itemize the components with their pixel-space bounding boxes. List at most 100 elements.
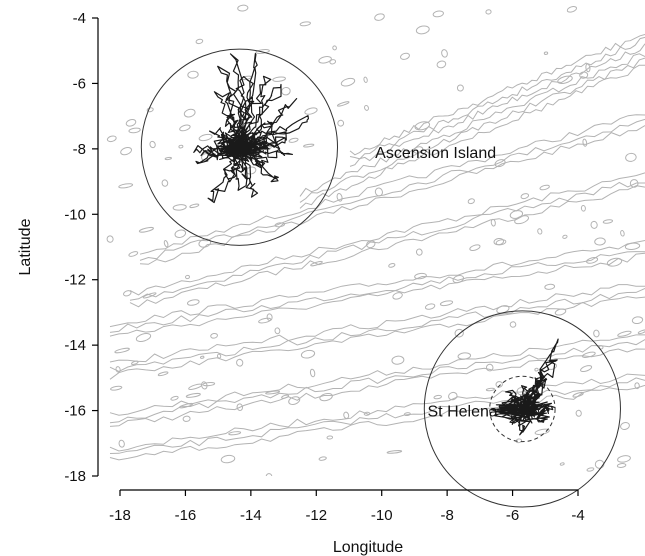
contour-blob [557,75,573,85]
contour-line [299,64,645,209]
contour-blob [391,355,405,365]
range-circle [140,48,339,246]
contour-blob [187,70,199,79]
contour-blob [220,454,236,464]
contour-line [139,118,645,261]
contour-blob [575,409,582,417]
contour-blob [637,329,645,335]
contour-blob [520,193,530,200]
track-path [238,53,258,148]
contour-blob [554,308,567,316]
contour-blob [310,260,323,267]
contour-blob [198,238,212,248]
contour-blob [448,391,458,401]
track-core [213,131,270,160]
contour-blob [454,328,464,338]
contour-blob [581,351,596,358]
contour-blob [274,327,281,335]
contour-line [109,251,645,333]
contour-blob [236,358,244,367]
y-ticks: -4 -6 -8 -10 -12 -14 -16 -18 [64,10,98,485]
contour-blob [138,226,154,233]
contour-blob [195,38,204,45]
contour-blob [135,333,152,342]
contour-blob [485,363,494,372]
contour-line [349,34,645,156]
y-tick-label: -14 [64,337,86,354]
y-tick-label: -12 [64,272,86,289]
contour-blob [388,263,396,268]
island-label: Ascension Island [375,145,496,162]
track-path [520,359,558,414]
contour-blob [403,412,411,417]
contour-blob [366,240,376,249]
contour-blob [590,220,598,229]
contour-blob [164,156,172,161]
x-tick-label: -16 [175,507,197,524]
inner-range-circle [489,375,556,443]
contour-line [299,57,645,203]
contour-blob [332,45,337,51]
contour-blob [309,368,316,378]
x-tick-label: -6 [506,507,519,524]
contour-blob [495,239,507,246]
contour-blob [579,71,589,79]
contour-blob [281,394,290,399]
contour-blob [329,59,337,65]
y-axis-title: Latitude [17,218,34,275]
contour-line [349,43,645,167]
contour-blob [631,316,644,325]
contour-blob [433,394,442,400]
contour-line [139,125,645,265]
contour-blob [544,283,556,290]
contour-blob [185,274,190,280]
contour-blob [201,381,208,390]
x-tick-label: -12 [305,507,327,524]
contour-blob [128,127,141,134]
contour-blob [179,402,194,409]
contour-blob [115,366,121,373]
contour-blob [485,387,495,392]
contour-blob [110,385,123,391]
track-path [239,115,309,149]
contour-blob [432,10,444,18]
contour-blob [586,467,595,472]
contour-line [109,348,645,427]
contour-blob [258,317,272,324]
contour-blob [343,411,350,419]
contour-blob [363,411,371,416]
contour-blob [170,395,179,401]
contour-blob [485,9,492,15]
contour-blob [185,392,201,398]
contour-blob [299,21,311,27]
contour-blob [300,349,316,359]
range-circles [140,48,621,508]
contour-blob [424,303,436,310]
contour-blob [189,203,200,209]
x-axis-title: Longitude [333,539,403,556]
contour-blob [265,473,273,476]
contour-blob [106,135,117,143]
contour-blob [624,242,641,250]
track-core [491,394,552,424]
contour-blob [594,237,606,246]
contour-blob [114,347,130,354]
contour-blob [617,455,631,463]
range-circle [423,310,621,508]
contour-blob [186,299,200,306]
contour-blob [318,456,327,461]
contour-blob [120,146,133,156]
contour-blob [326,435,334,440]
y-tick-label: -8 [73,141,86,158]
contour-blob [255,49,270,54]
contour-blob [374,13,385,21]
contour-blob [414,272,427,280]
contour-blob [413,146,424,154]
contour-blob [616,463,627,468]
contour-line [109,284,645,363]
contour-blob [439,300,454,307]
contour-blob [272,76,286,82]
contour-blob [118,439,125,448]
contour-line [109,339,645,424]
